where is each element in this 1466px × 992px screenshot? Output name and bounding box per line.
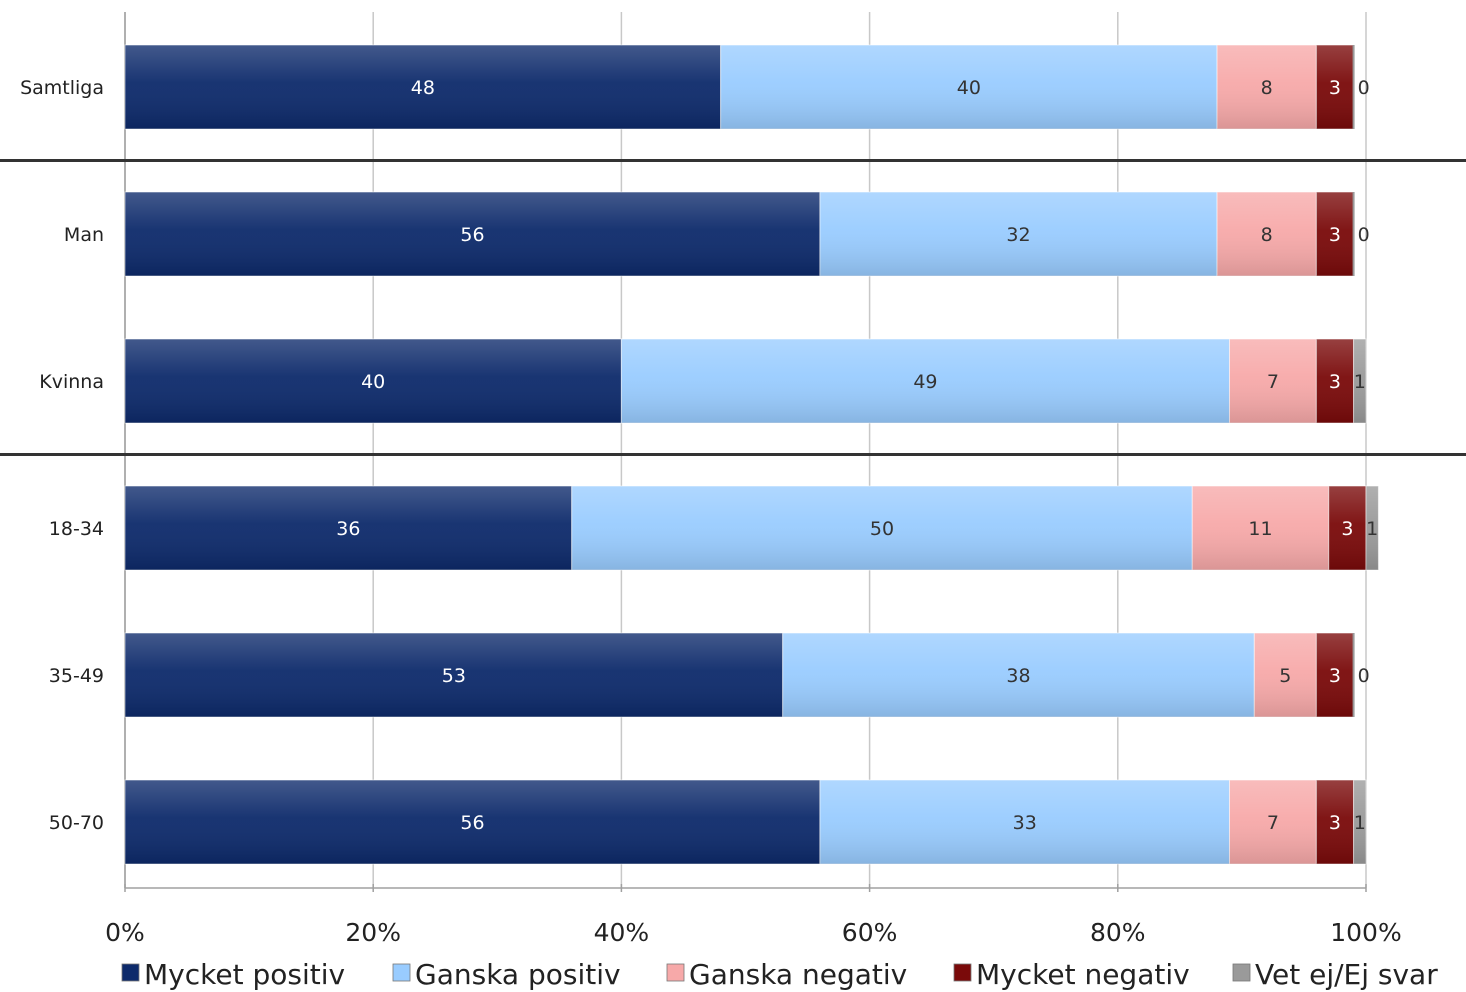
value-label-kvinna-mycket-positiv: 40 <box>361 371 385 393</box>
bar-shine-samtliga-mycket-negativ <box>1316 45 1354 129</box>
legend: Mycket positiv Ganska positiv Ganska negat… <box>121 958 1438 991</box>
value-label-kvinna-vet-ej-ej-svar: 1 <box>1354 371 1366 393</box>
legend-swatch-ganska-positiv <box>392 963 411 982</box>
category-label-18-34: 18-34 <box>49 518 104 540</box>
bar-shine-kvinna-ganska-negativ <box>1229 339 1317 423</box>
category-labels: Samtliga Man Kvinna 18-34 35-49 50-70 <box>20 77 104 834</box>
bar-shine-35-49-ganska-positiv <box>782 633 1255 717</box>
value-label-samtliga-ganska-negativ: 8 <box>1261 77 1273 99</box>
value-label-35-49-ganska-positiv: 38 <box>1006 665 1030 687</box>
bar-shine-man-mycket-positiv <box>125 192 820 276</box>
legend-label-ganska-positiv: Ganska positiv <box>415 958 621 991</box>
bar-shine-kvinna-ganska-positiv <box>621 339 1230 423</box>
legend-item-mycket-positiv: Mycket positiv <box>121 958 345 991</box>
value-label-35-49-vet-ej-ej-svar: 0 <box>1358 665 1370 687</box>
tick-label-100: 100% <box>1330 918 1401 947</box>
bar-shine-man-ganska-positiv <box>819 192 1218 276</box>
tick-label-20: 20% <box>345 918 401 947</box>
value-label-kvinna-mycket-negativ: 3 <box>1329 371 1341 393</box>
bar-shine-man-ganska-negativ <box>1217 192 1317 276</box>
bar-shine-18-34-vet-ej-ej-svar <box>1366 486 1379 570</box>
value-label-man-mycket-negativ: 3 <box>1329 224 1341 246</box>
x-axis-ticks: 0% 20% 40% 60% 80% 100% <box>105 884 1402 947</box>
bar-shine-samtliga-ganska-negativ <box>1217 45 1317 129</box>
value-label-50-70-mycket-negativ: 3 <box>1329 812 1341 834</box>
value-label-35-49-mycket-positiv: 53 <box>442 665 466 687</box>
value-label-kvinna-ganska-positiv: 49 <box>913 371 937 393</box>
bar-man-vet-ej-ej-svar <box>1352 192 1355 276</box>
legend-swatch-ganska-negativ <box>666 963 685 982</box>
bar-shine-kvinna-vet-ej-ej-svar <box>1353 339 1366 423</box>
bar-shine-samtliga-mycket-positiv <box>125 45 721 129</box>
bar-shine-50-70-mycket-negativ <box>1316 780 1354 864</box>
bar-shine-50-70-vet-ej-ej-svar <box>1353 780 1366 864</box>
value-label-man-vet-ej-ej-svar: 0 <box>1358 224 1370 246</box>
legend-item-vet-ej-ej-svar: Vet ej/Ej svar <box>1232 958 1438 991</box>
value-label-man-mycket-positiv: 56 <box>460 224 484 246</box>
value-label-50-70-mycket-positiv: 56 <box>460 812 484 834</box>
legend-label-vet-ej-ej-svar: Vet ej/Ej svar <box>1255 958 1438 991</box>
bars: 48 40 8 3 056 32 8 3 040 49 7 3 136 50 11 3 153 38 5 3 056 33… <box>124 44 1379 865</box>
legend-label-mycket-negativ: Mycket negativ <box>976 958 1190 991</box>
category-label-samtliga: Samtliga <box>20 77 104 99</box>
tick-label-60: 60% <box>842 918 898 947</box>
value-label-samtliga-mycket-positiv: 48 <box>411 77 435 99</box>
legend-item-ganska-positiv: Ganska positiv <box>392 958 621 991</box>
bar-shine-50-70-ganska-positiv <box>819 780 1230 864</box>
category-label-kvinna: Kvinna <box>39 371 104 393</box>
legend-label-mycket-positiv: Mycket positiv <box>144 958 345 991</box>
bar-shine-kvinna-mycket-positiv <box>125 339 622 423</box>
legend-swatch-mycket-negativ <box>953 963 972 982</box>
bar-shine-50-70-ganska-negativ <box>1229 780 1317 864</box>
group-separators <box>0 159 1466 456</box>
bar-shine-samtliga-ganska-positiv <box>720 45 1218 129</box>
legend-swatch-vet-ej-ej-svar <box>1232 963 1251 982</box>
bar-shine-man-mycket-negativ <box>1316 192 1354 276</box>
tick-label-80: 80% <box>1090 918 1146 947</box>
bar-samtliga-vet-ej-ej-svar <box>1352 45 1355 129</box>
value-label-samtliga-vet-ej-ej-svar: 0 <box>1358 77 1370 99</box>
bar-shine-18-34-ganska-positiv <box>571 486 1193 570</box>
legend-label-ganska-negativ: Ganska negativ <box>689 958 907 991</box>
category-label-man: Man <box>64 224 104 246</box>
bar-35-49-vet-ej-ej-svar <box>1352 633 1355 717</box>
value-label-35-49-ganska-negativ: 5 <box>1279 665 1291 687</box>
bar-shine-50-70-mycket-positiv <box>125 780 820 864</box>
bar-shine-35-49-mycket-negativ <box>1316 633 1354 717</box>
tick-label-0: 0% <box>105 918 145 947</box>
category-label-35-49: 35-49 <box>49 665 104 687</box>
legend-item-mycket-negativ: Mycket negativ <box>953 958 1190 991</box>
value-label-35-49-mycket-negativ: 3 <box>1329 665 1341 687</box>
value-label-18-34-ganska-positiv: 50 <box>870 518 894 540</box>
value-label-50-70-vet-ej-ej-svar: 1 <box>1354 812 1366 834</box>
value-label-samtliga-ganska-positiv: 40 <box>957 77 981 99</box>
value-label-18-34-vet-ej-ej-svar: 1 <box>1366 518 1378 540</box>
bar-shine-18-34-ganska-negativ <box>1192 486 1329 570</box>
category-label-50-70: 50-70 <box>49 812 104 834</box>
bar-shine-35-49-ganska-negativ <box>1254 633 1317 717</box>
bar-shine-18-34-mycket-positiv <box>125 486 572 570</box>
tick-label-40: 40% <box>594 918 650 947</box>
value-label-50-70-ganska-positiv: 33 <box>1013 812 1037 834</box>
value-label-man-ganska-negativ: 8 <box>1261 224 1273 246</box>
bar-shine-18-34-mycket-negativ <box>1328 486 1366 570</box>
bar-shine-kvinna-mycket-negativ <box>1316 339 1354 423</box>
bar-shine-35-49-mycket-positiv <box>125 633 783 717</box>
value-label-50-70-ganska-negativ: 7 <box>1267 812 1279 834</box>
value-label-18-34-mycket-positiv: 36 <box>336 518 360 540</box>
value-label-18-34-mycket-negativ: 3 <box>1341 518 1353 540</box>
legend-swatch-mycket-positiv <box>121 963 140 982</box>
legend-item-ganska-negativ: Ganska negativ <box>666 958 907 991</box>
value-label-kvinna-ganska-negativ: 7 <box>1267 371 1279 393</box>
grid-lines <box>124 12 1367 889</box>
value-label-samtliga-mycket-negativ: 3 <box>1329 77 1341 99</box>
value-label-man-ganska-positiv: 32 <box>1006 224 1030 246</box>
value-label-18-34-ganska-negativ: 11 <box>1248 518 1272 540</box>
